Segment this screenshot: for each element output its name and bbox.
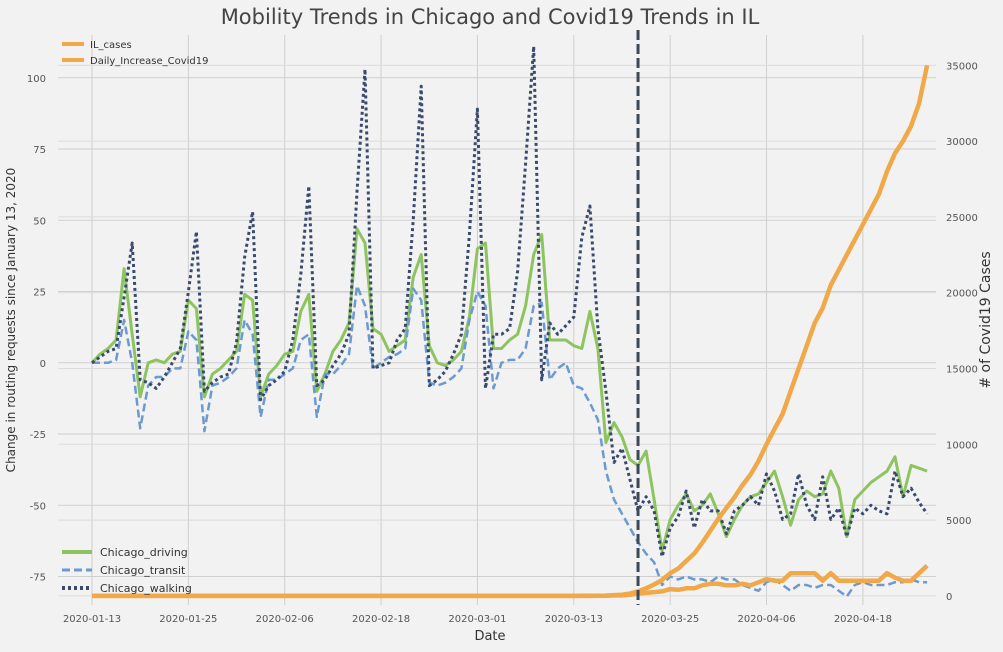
x-tick-label: 2020-03-25 <box>641 614 699 625</box>
x-tick-label: 2020-02-18 <box>352 614 410 625</box>
y-right-tick-label: 0 <box>946 592 952 603</box>
y-right-tick-label: 35000 <box>946 61 978 72</box>
series-chicago-walking <box>91 44 929 559</box>
plot-area <box>58 35 936 605</box>
x-tick-label: 2020-04-06 <box>737 614 795 625</box>
y-right-tick-label: 10000 <box>946 440 978 451</box>
y-right-tick-label: 5000 <box>946 516 971 527</box>
legend-label-walking: Chicago_walking <box>100 582 192 595</box>
legend-label-driving: Chicago_driving <box>100 546 188 559</box>
y-left-tick-label: -75 <box>30 573 46 584</box>
y-axis-left-title: Change in routing requests since January… <box>4 168 18 473</box>
x-tick-label: 2020-03-13 <box>545 614 603 625</box>
x-tick-label: 2020-01-25 <box>159 614 217 625</box>
series-chicago-driving <box>90 227 928 553</box>
x-tick-label: 2020-03-01 <box>448 614 506 625</box>
y-right-tick-label: 25000 <box>946 213 978 224</box>
series-layer <box>90 44 930 599</box>
x-axis-title: Date <box>474 629 505 644</box>
y-left-tick-label: 100 <box>27 74 46 85</box>
y-left-tick-label: 0 <box>40 359 46 370</box>
x-tick-label: 2020-01-13 <box>63 614 121 625</box>
legend-label-il-cases: IL_cases <box>90 40 132 51</box>
legend-label-transit: Chicago_transit <box>100 564 186 577</box>
y-left-tick-label: 50 <box>33 216 46 227</box>
legend-lower: Chicago_driving Chicago_transit Chicago_… <box>62 546 192 595</box>
y-left-tick-label: -25 <box>30 430 46 441</box>
y-right-tick-label: 15000 <box>946 365 978 376</box>
ticks: 2020-01-13 2020-01-25 2020-02-06 2020-02-18… <box>27 61 978 625</box>
y-left-tick-label: 25 <box>33 288 46 299</box>
y-left-tick-label: -50 <box>30 501 46 512</box>
legend-label-daily-increase: Daily_Increase_Covid19 <box>90 56 209 67</box>
x-tick-label: 2020-04-18 <box>834 614 892 625</box>
series-chicago-transit <box>92 284 928 598</box>
y-right-tick-label: 30000 <box>946 137 978 148</box>
y-axis-right-title: # of Covid19 Cases <box>978 251 994 388</box>
series-daily-increase-covid19 <box>92 563 929 599</box>
x-tick-label: 2020-02-06 <box>256 614 314 625</box>
chart-title: Mobility Trends in Chicago and Covid19 T… <box>221 5 760 29</box>
y-left-tick-label: 75 <box>33 145 46 156</box>
legend-upper: IL_cases Daily_Increase_Covid19 <box>62 40 209 67</box>
y-right-tick-label: 20000 <box>946 289 978 300</box>
